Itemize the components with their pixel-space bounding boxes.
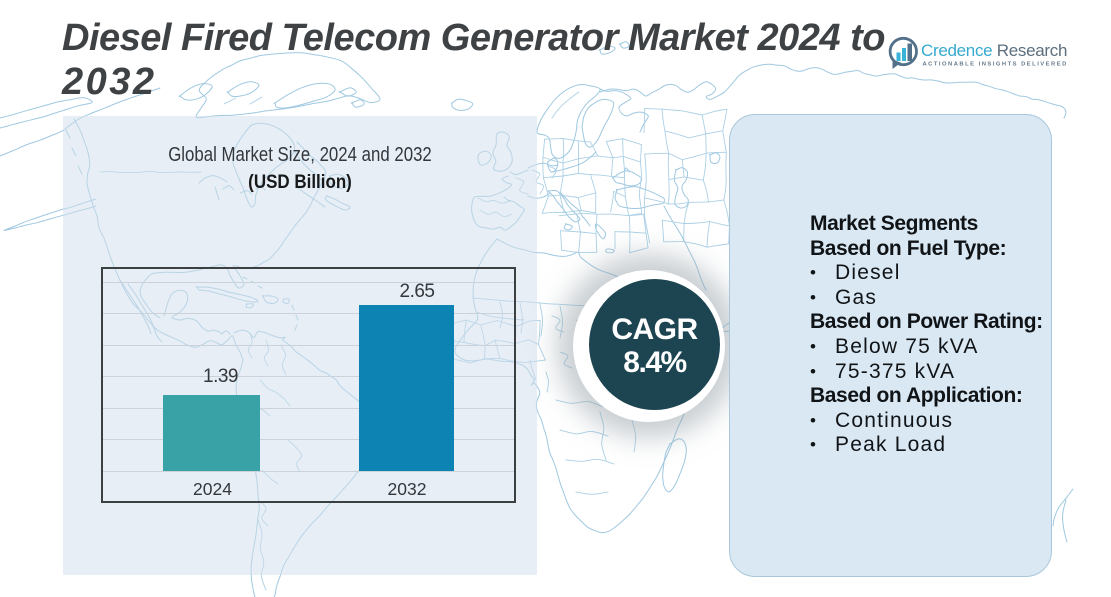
svg-text:ACTIONABLE INSIGHTS DELIVERED: ACTIONABLE INSIGHTS DELIVERED	[923, 62, 1068, 68]
svg-text:Credence Research: Credence Research	[921, 41, 1067, 60]
